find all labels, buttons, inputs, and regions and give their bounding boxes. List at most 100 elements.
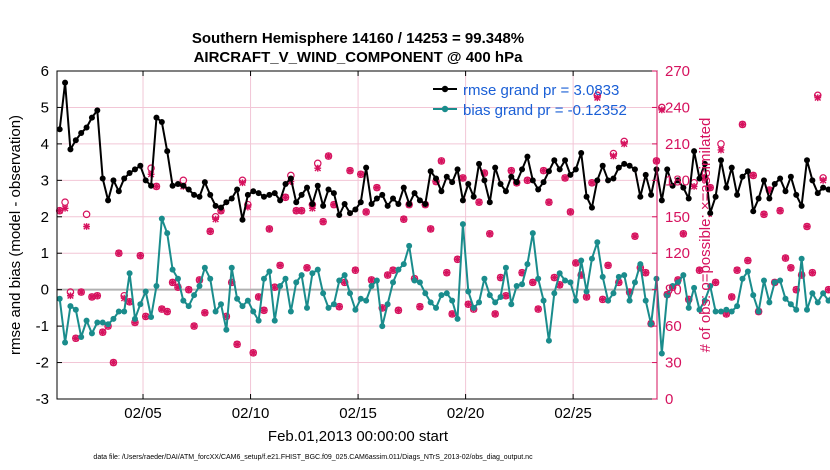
bias-point	[771, 279, 778, 286]
y-left-tick-label: 6	[41, 63, 49, 80]
legend-bias-marker	[441, 105, 449, 113]
bias-point	[809, 290, 816, 297]
y-left-tick-label: -1	[36, 318, 49, 335]
rmse-point	[760, 177, 767, 184]
obs-assimilated-point	[126, 298, 133, 306]
rmse-point	[433, 175, 440, 182]
obs-assimilated-point	[131, 319, 139, 326]
bias-point	[250, 308, 257, 315]
rmse-point	[443, 173, 450, 180]
bias-point	[390, 279, 397, 286]
obs-assimilated-point	[448, 310, 456, 318]
bias-point	[234, 295, 241, 302]
obs-assimilated-point	[142, 312, 150, 320]
legend-rmse-label: rmse grand pr = 3.0833	[463, 82, 619, 99]
rmse-point	[105, 197, 112, 204]
bias-point	[180, 297, 187, 304]
rmse-point	[481, 177, 488, 184]
bias-point	[228, 264, 235, 271]
obs-assimilated-point	[56, 207, 64, 215]
obs-assimilated-point	[206, 227, 214, 235]
obs-assimilated-point	[292, 207, 300, 215]
bias-point	[395, 266, 402, 273]
obs-assimilated-point	[534, 305, 542, 313]
bias-point	[820, 290, 827, 297]
x-axis-ticks: 02/05 02/10 02/15 02/20 02/25	[124, 71, 592, 422]
rmse-point	[551, 157, 558, 164]
rmse-point	[309, 201, 316, 208]
obs-assimilated-point	[228, 278, 236, 286]
rmse-point	[99, 175, 106, 182]
obs-assimilated-point	[808, 269, 816, 277]
rmse-point	[734, 191, 741, 198]
bias-point	[481, 275, 488, 282]
obs-assimilated-point	[233, 340, 241, 348]
bias-point	[357, 295, 364, 302]
obs-assimilated-point	[593, 94, 601, 102]
rmse-point	[658, 197, 665, 204]
rmse-point	[513, 179, 520, 186]
rmse-point	[599, 162, 606, 169]
bias-point	[363, 297, 370, 304]
bias-point	[217, 301, 224, 308]
bias-point	[755, 308, 762, 315]
rmse-point	[72, 137, 79, 144]
obs-assimilated-point	[443, 269, 451, 277]
bias-point	[669, 283, 676, 290]
bias-point	[223, 326, 230, 333]
rmse-point	[723, 184, 730, 191]
bias-point	[723, 306, 730, 313]
x-axis-label: Feb.01,2013 00:00:00 start	[268, 428, 449, 445]
obs-assimilated-point	[190, 322, 198, 330]
obs-assimilated-point	[782, 254, 789, 262]
rmse-point	[320, 202, 327, 209]
rmse-point	[825, 186, 830, 193]
bias-point	[578, 257, 585, 264]
bias-point	[373, 277, 380, 284]
rmse-point	[266, 191, 273, 198]
obs-assimilated-point	[545, 198, 553, 206]
rmse-point	[540, 179, 547, 186]
rmse-point	[578, 150, 585, 156]
obs-assimilated-point	[610, 152, 617, 160]
bias-point	[793, 306, 800, 313]
bias-point	[169, 266, 176, 273]
obs-assimilated-point	[803, 223, 811, 230]
x-tick-label: 02/20	[447, 405, 485, 422]
bias-point	[728, 308, 735, 315]
bias-point	[94, 319, 101, 326]
bias-point	[529, 230, 536, 237]
obs-assimilated-point	[416, 303, 424, 311]
obs-assimilated-point	[174, 283, 182, 291]
bias-point	[470, 304, 477, 311]
rmse-point	[524, 153, 531, 160]
rmse-point	[352, 206, 359, 213]
bias-point	[599, 273, 606, 280]
bias-point	[282, 275, 289, 282]
bias-point	[540, 297, 547, 304]
rmse-point	[545, 168, 552, 175]
obs-assimilated-point	[599, 295, 607, 303]
bias-point	[347, 290, 354, 297]
obs-assimilated-point	[282, 193, 289, 201]
rmse-point	[180, 182, 187, 189]
bias-point	[519, 281, 526, 288]
obs-assimilated-point	[169, 278, 176, 286]
rmse-point	[379, 191, 386, 198]
obs-assimilated-point	[201, 309, 209, 317]
rmse-point	[244, 191, 251, 198]
y-left-tick-label: -2	[36, 355, 49, 372]
rmse-point	[449, 179, 456, 186]
chart-subtitle: AIRCRAFT_V_WIND_COMPONENT @ 400 hPa	[194, 49, 524, 66]
rmse-point	[368, 201, 375, 208]
obs-assimilated-point	[481, 169, 488, 177]
obs-assimilated-point	[475, 198, 483, 206]
rmse-point	[131, 166, 138, 173]
obs-assimilated-point	[749, 172, 757, 179]
obs-assimilated-point	[653, 157, 660, 165]
obs-assimilated-point	[464, 300, 472, 308]
obs-assimilated-point	[712, 278, 720, 286]
rmse-point	[626, 162, 633, 169]
obs-assimilated-point	[728, 293, 736, 301]
obs-assimilated-point	[798, 271, 806, 279]
